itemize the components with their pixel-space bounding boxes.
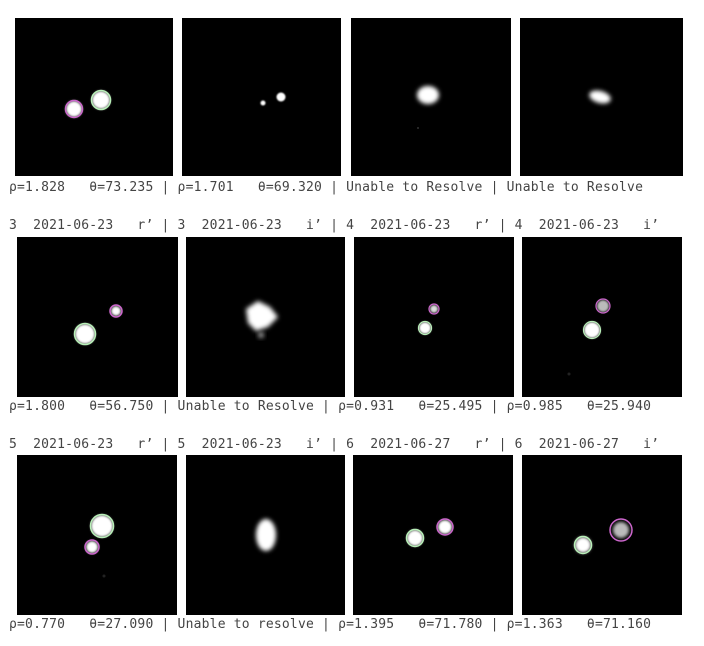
star-image-panel xyxy=(522,455,682,615)
star-field xyxy=(573,518,633,555)
star-field xyxy=(260,92,286,106)
primary-star xyxy=(419,322,431,334)
secondary-marker xyxy=(595,298,611,314)
measurement-caption: ρ=1.800 θ=56.750 | Unable to Resolve | ρ… xyxy=(9,399,652,414)
primary-star xyxy=(92,91,110,109)
star-image-panel xyxy=(522,237,682,397)
secondary-star xyxy=(438,520,452,534)
primary-star xyxy=(91,515,113,537)
star-field xyxy=(417,303,440,336)
star-image-panel xyxy=(186,237,345,397)
star-image-panel xyxy=(186,455,345,615)
primary-star xyxy=(575,537,591,553)
secondary-marker xyxy=(436,518,454,536)
unresolved-star xyxy=(589,90,611,104)
primary-star xyxy=(276,92,286,102)
unresolved-star xyxy=(256,519,276,551)
secondary-marker xyxy=(109,304,123,318)
secondary-marker xyxy=(609,518,633,542)
star-field xyxy=(417,86,439,129)
secondary-star xyxy=(597,300,609,312)
star-field xyxy=(73,304,123,346)
star-field xyxy=(589,90,611,104)
observation-header: 3 2021-06-23 r’ | 3 2021-06-23 i’ | 4 20… xyxy=(9,218,660,233)
star-field xyxy=(405,518,454,548)
primary-marker xyxy=(582,320,602,340)
star-field xyxy=(567,298,611,376)
star-image-panel xyxy=(182,18,341,176)
primary-marker xyxy=(89,513,115,539)
star-field xyxy=(84,513,115,578)
star-image-panel xyxy=(351,18,511,176)
primary-marker xyxy=(573,535,593,555)
observation-header: 5 2021-06-23 r’ | 5 2021-06-23 i’ | 6 20… xyxy=(9,437,660,452)
primary-marker xyxy=(90,89,112,111)
secondary-star xyxy=(613,522,629,538)
secondary-marker xyxy=(64,99,84,119)
primary-marker xyxy=(73,322,97,346)
noise-speck xyxy=(567,372,571,376)
noise-speck xyxy=(417,127,419,129)
star-field xyxy=(256,519,276,551)
secondary-marker xyxy=(428,303,440,315)
star-field xyxy=(64,89,112,119)
unresolved-star xyxy=(417,86,439,104)
primary-star xyxy=(75,324,95,344)
measurement-caption: ρ=0.770 θ=27.090 | Unable to resolve | ρ… xyxy=(9,617,652,632)
noise-speck xyxy=(102,574,106,578)
star-image-panel xyxy=(520,18,683,176)
star-field xyxy=(246,301,278,338)
star-image-panel xyxy=(353,455,513,615)
secondary-star xyxy=(260,100,266,106)
unresolved-star xyxy=(246,301,278,331)
star-image-panel xyxy=(354,237,514,397)
primary-marker xyxy=(405,528,425,548)
primary-marker xyxy=(417,320,433,336)
secondary-star xyxy=(430,305,438,313)
secondary-star xyxy=(86,541,98,553)
primary-star xyxy=(584,322,600,338)
secondary-star xyxy=(111,306,121,316)
star-image-panel xyxy=(17,455,177,615)
measurement-caption: ρ=1.828 θ=73.235 | ρ=1.701 θ=69.320 | Un… xyxy=(9,180,644,195)
secondary-star xyxy=(66,101,82,117)
secondary-marker xyxy=(84,539,100,555)
faint-blob xyxy=(258,332,264,338)
star-image-panel xyxy=(17,237,178,397)
primary-star xyxy=(407,530,423,546)
star-image-panel xyxy=(15,18,173,176)
